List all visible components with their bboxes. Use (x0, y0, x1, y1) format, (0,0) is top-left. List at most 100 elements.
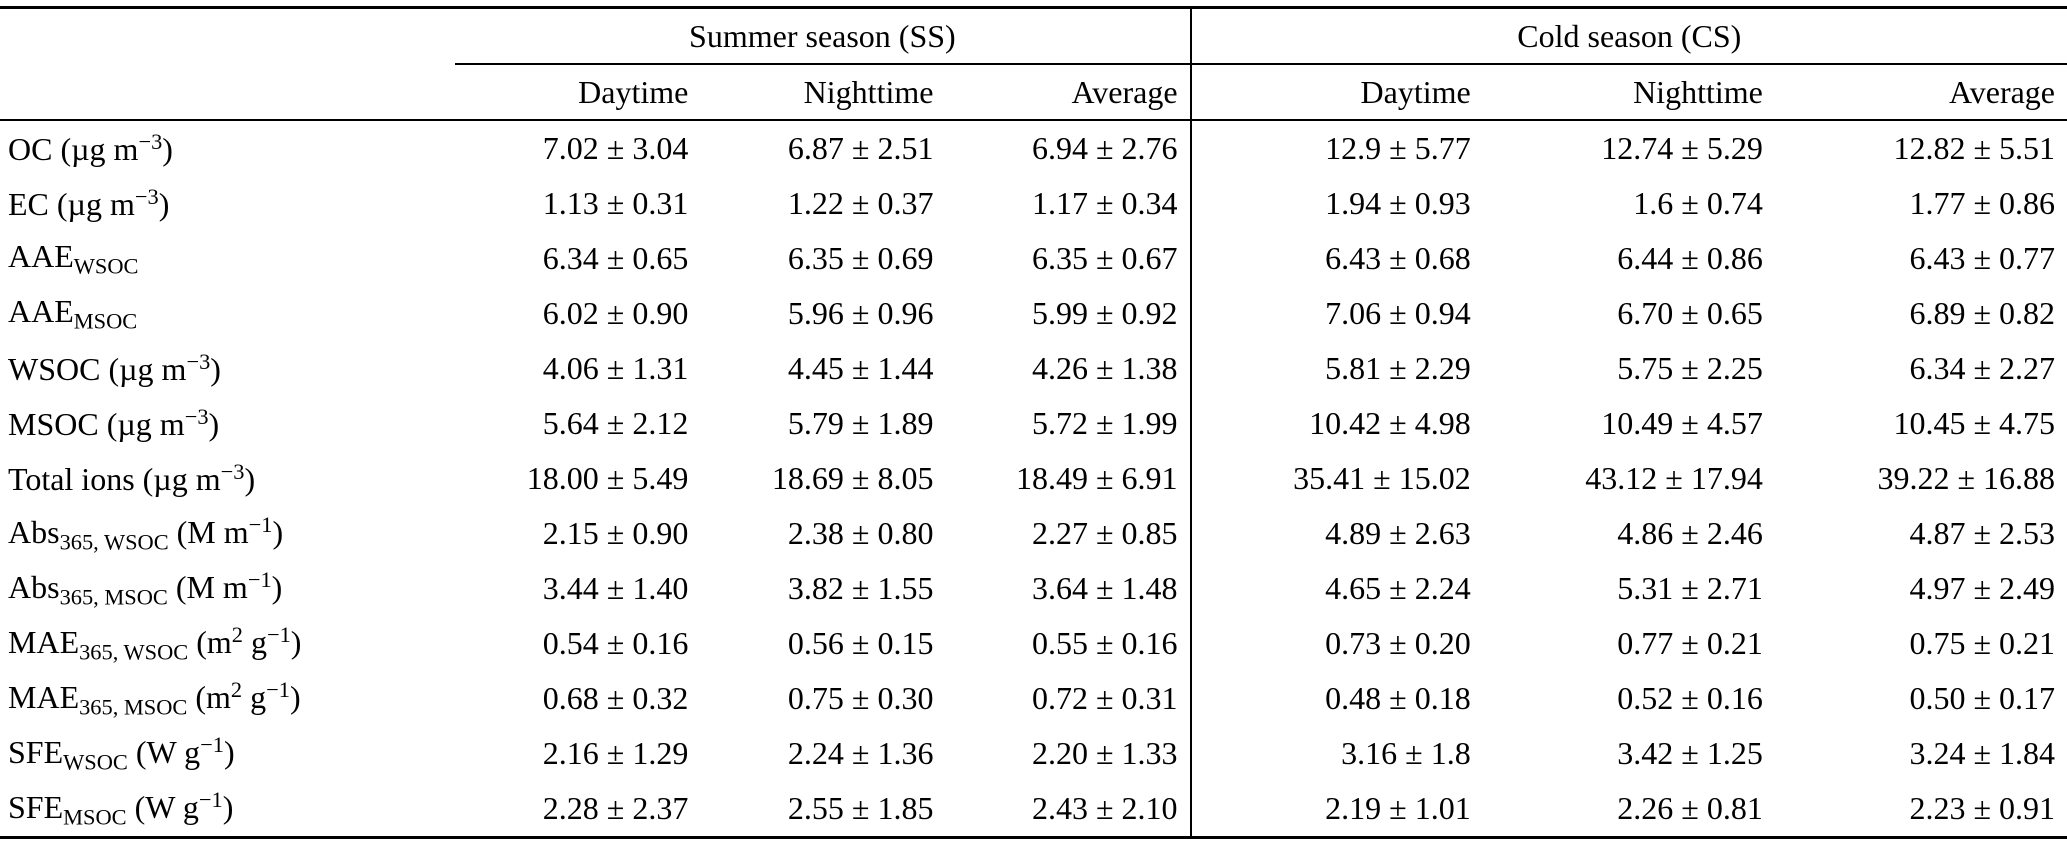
row-label: MSOC (µg m−3) (0, 396, 455, 451)
row-label: SFEMSOC (W g−1) (0, 781, 455, 838)
row-label-segment: 2 (230, 676, 243, 702)
column-header-ss-daytime: Daytime (578, 73, 689, 110)
row-label-segment: MAE (8, 678, 80, 715)
value-cell: 2.16 ± 1.29 (542, 735, 689, 771)
value-cell: 12.9 ± 5.77 (1325, 130, 1471, 166)
value-cell: 1.94 ± 0.93 (1325, 185, 1471, 221)
value-cell: 2.23 ± 0.91 (1909, 790, 2055, 826)
value-cell: 18.49 ± 6.91 (945, 451, 1192, 506)
row-label-segment: (M m (168, 513, 249, 550)
corner-cell (0, 8, 455, 65)
value-cell: 5.79 ± 1.89 (787, 405, 934, 441)
row-label-segment: 2 (231, 621, 243, 647)
group-header-cold-season: Cold season (CS) (1190, 7, 2067, 65)
row-label-segment: ) (244, 461, 256, 498)
row-label-segment: MSOC (µg m (8, 406, 185, 443)
row-label-segment: 365, MSOC (79, 694, 188, 720)
seasonal-statistics-table: Summer season (SS) Cold season (CS) Dayt… (0, 6, 2067, 839)
table-row: MAE365, MSOC (m2 g−1) 0.68 ± 0.32 0.75 ± 0… (0, 671, 2067, 726)
value-cell: 6.34 ± 2.27 (1909, 350, 2055, 386)
row-label-segment: WSOC (µg m (8, 351, 187, 388)
value-cell: 43.12 ± 17.94 (1585, 460, 1763, 496)
value-cell: 10.42 ± 4.98 (1309, 405, 1471, 441)
value-cell: 0.77 ± 0.21 (1617, 625, 1763, 661)
row-label: Abs365, WSOC (M m−1) (0, 506, 455, 561)
value-cell: 0.75 ± 0.30 (787, 680, 934, 716)
table-row: Abs365, MSOC (M m−1) 3.44 ± 1.40 3.82 ± 1.… (0, 561, 2067, 616)
value-cell: 6.35 ± 0.67 (945, 231, 1192, 286)
value-cell: 4.86 ± 2.46 (1617, 515, 1763, 551)
table-row: MSOC (µg m−3) 5.64 ± 2.12 5.79 ± 1.89 5.72 … (0, 396, 2067, 451)
row-label: MAE365, MSOC (m2 g−1) (0, 671, 455, 726)
row-label-segment: ) (208, 406, 220, 443)
row-label-segment: ) (223, 733, 235, 770)
row-label: EC (µg m−3) (0, 176, 455, 231)
value-cell: 0.56 ± 0.15 (787, 625, 934, 661)
row-label-segment: (m (187, 678, 231, 715)
value-cell: 3.16 ± 1.8 (1341, 735, 1471, 771)
table-row: OC (µg m−3) 7.02 ± 3.04 6.87 ± 2.51 6.94 ± … (0, 120, 2067, 176)
table-row: WSOC (µg m−3) 4.06 ± 1.31 4.45 ± 1.44 4.26 … (0, 341, 2067, 396)
value-cell: 0.75 ± 0.21 (1909, 625, 2055, 661)
value-cell: 1.6 ± 0.74 (1633, 185, 1763, 221)
row-label-segment: −3 (134, 183, 159, 209)
value-cell: 2.20 ± 1.33 (945, 726, 1192, 781)
row-label-segment: SFE (8, 733, 64, 770)
row-label-segment: −1 (266, 676, 290, 702)
value-cell: 4.65 ± 2.24 (1325, 570, 1471, 606)
row-label-segment: −1 (198, 786, 223, 812)
row-label-segment: ) (222, 788, 234, 825)
row-label-segment: Abs (8, 568, 60, 605)
value-cell: 3.44 ± 1.40 (542, 570, 689, 606)
value-cell: 6.43 ± 0.68 (1325, 240, 1471, 276)
group-header-summer-season: Summer season (SS) (455, 7, 1192, 65)
row-label: WSOC (µg m−3) (0, 341, 455, 396)
value-cell: 0.48 ± 0.18 (1325, 680, 1471, 716)
value-cell: 1.13 ± 0.31 (542, 185, 689, 221)
value-cell: 6.44 ± 0.86 (1617, 240, 1763, 276)
column-header-ss-average: Average (945, 64, 1192, 120)
row-label-segment: −1 (200, 731, 224, 757)
row-label-segment: ) (289, 678, 301, 715)
row-label-segment: SFE (8, 788, 64, 825)
value-cell: 7.02 ± 3.04 (542, 130, 689, 166)
row-label-segment: −3 (186, 348, 211, 374)
value-cell: 2.38 ± 0.80 (787, 515, 934, 551)
value-cell: 5.96 ± 0.96 (787, 295, 934, 331)
value-cell: 12.74 ± 5.29 (1601, 130, 1763, 166)
row-label-segment: 365, WSOC (59, 529, 169, 555)
row-label-segment: −1 (248, 511, 273, 537)
row-label-segment: (M m (167, 568, 248, 605)
row-label: Total ions (µg m−3) (0, 451, 455, 506)
value-cell: 2.55 ± 1.85 (787, 790, 934, 826)
row-label: AAEWSOC (0, 231, 455, 286)
table-row: EC (µg m−3) 1.13 ± 0.31 1.22 ± 0.37 1.17 ± … (0, 176, 2067, 231)
row-label-segment: ) (271, 568, 283, 605)
value-cell: 6.02 ± 0.90 (542, 295, 689, 331)
value-cell: 5.31 ± 2.71 (1617, 570, 1763, 606)
value-cell: 0.52 ± 0.16 (1617, 680, 1763, 716)
row-label-segment: 365, WSOC (79, 639, 189, 665)
row-label: Abs365, MSOC (M m−1) (0, 561, 455, 616)
value-cell: 3.82 ± 1.55 (787, 570, 934, 606)
value-cell: 2.26 ± 0.81 (1617, 790, 1763, 826)
row-label: OC (µg m−3) (0, 120, 455, 176)
value-cell: 4.87 ± 2.53 (1909, 515, 2055, 551)
value-cell: 6.43 ± 0.77 (1909, 240, 2055, 276)
value-cell: 0.50 ± 0.17 (1909, 680, 2055, 716)
column-header-ss-nighttime: Nighttime (803, 73, 934, 110)
column-header-cs-average: Average (1949, 73, 2055, 110)
value-cell: 5.99 ± 0.92 (945, 286, 1192, 341)
column-header-cs-daytime: Daytime (1360, 73, 1471, 110)
value-cell: 1.77 ± 0.86 (1909, 185, 2055, 221)
row-label-segment: Total ions (µg m (8, 461, 221, 498)
value-cell: 5.64 ± 2.12 (542, 405, 689, 441)
value-cell: 18.69 ± 8.05 (771, 460, 934, 496)
value-cell: 6.70 ± 0.65 (1617, 295, 1763, 331)
value-cell: 1.22 ± 0.37 (787, 185, 934, 221)
row-label: AAEMSOC (0, 286, 455, 341)
value-cell: 0.68 ± 0.32 (542, 680, 689, 716)
value-cell: 6.35 ± 0.69 (787, 240, 934, 276)
table-row: SFEWSOC (W g−1) 2.16 ± 1.29 2.24 ± 1.36 2.2… (0, 726, 2067, 781)
value-cell: 3.64 ± 1.48 (945, 561, 1192, 616)
